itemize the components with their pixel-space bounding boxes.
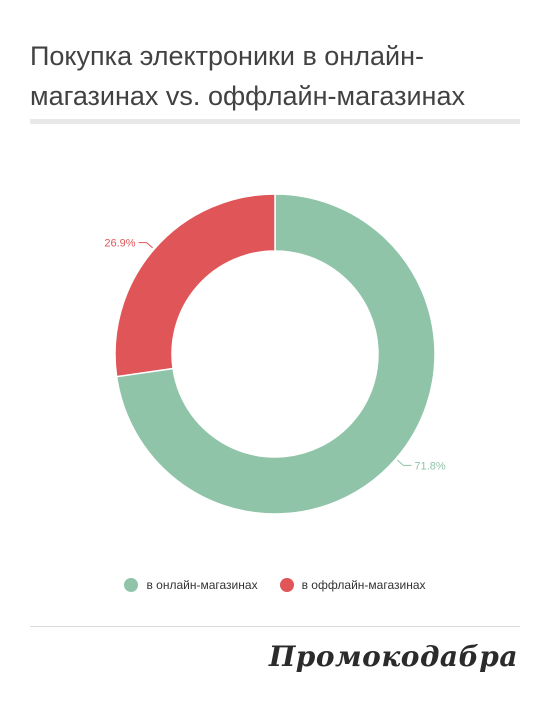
chart-title: Покупка электроники в онлайн-магазинах v… xyxy=(30,41,465,111)
data-label-offline: 26.9% xyxy=(104,238,135,250)
slice-online[interactable] xyxy=(115,193,436,515)
legend-label-offline: в оффлайн-магазинах xyxy=(301,578,426,592)
leader-line-online xyxy=(397,459,412,466)
footer-divider xyxy=(30,626,520,627)
legend: в онлайн-магазинах в оффлайн-магазинах xyxy=(0,578,550,592)
title-divider xyxy=(30,119,520,124)
legend-item-online[interactable]: в онлайн-магазинах xyxy=(124,578,258,592)
donut-chart: 71.8% 26.9% xyxy=(104,193,446,515)
legend-label-online: в онлайн-магазинах xyxy=(146,578,258,592)
brand-logo: Промокодабра xyxy=(268,640,518,673)
slice-offline[interactable] xyxy=(114,193,276,378)
legend-swatch-offline xyxy=(279,578,294,592)
leader-line-offline xyxy=(138,242,153,249)
legend-swatch-online xyxy=(124,578,139,592)
legend-item-offline[interactable]: в оффлайн-магазинах xyxy=(279,578,426,592)
data-label-online: 71.8% xyxy=(414,460,445,472)
